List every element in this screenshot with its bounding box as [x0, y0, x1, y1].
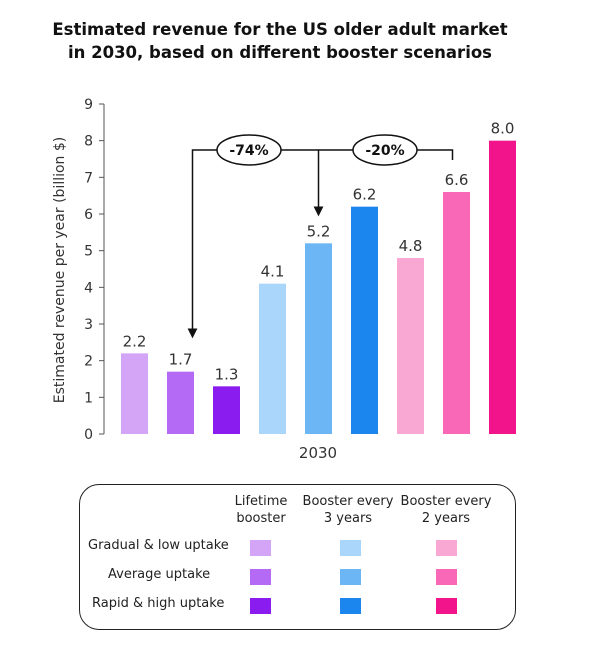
bar	[397, 258, 424, 434]
legend: Lifetime booster Booster every 3 years B…	[79, 484, 516, 630]
legend-col-lifetime-line1: Lifetime	[226, 493, 296, 510]
bar	[259, 284, 286, 434]
y-tick-label: 2	[84, 354, 93, 370]
y-axis: 0 1 2 3 4 5 6 7 8 9	[84, 97, 104, 443]
legend-col-2years-line1: Booster every	[396, 493, 496, 510]
legend-col-lifetime: Lifetime booster	[226, 493, 296, 527]
legend-swatch	[250, 569, 271, 585]
bar-value-label: 1.7	[169, 351, 193, 369]
annotation-74-label: -74%	[229, 143, 268, 159]
legend-col-2years: Booster every 2 years	[396, 493, 496, 527]
y-tick-label: 3	[84, 317, 93, 333]
y-tick-label: 5	[84, 244, 93, 260]
x-axis-label: 2030	[299, 444, 337, 462]
bar-value-label: 5.2	[307, 222, 331, 240]
legend-swatch	[340, 598, 361, 614]
y-tick-label: 9	[84, 97, 93, 113]
bar-value-label: 1.3	[215, 365, 239, 383]
legend-row-average: Average uptake	[108, 567, 210, 582]
y-tick-label: 7	[84, 170, 93, 186]
legend-swatch	[250, 598, 271, 614]
bar-value-label: 2.2	[123, 332, 147, 350]
legend-swatch	[340, 540, 361, 556]
bar	[305, 243, 332, 434]
legend-row-gradual: Gradual & low uptake	[88, 538, 229, 553]
legend-swatch	[436, 540, 457, 556]
bar-value-label: 6.2	[353, 186, 377, 204]
bar-value-label: 4.1	[261, 263, 285, 281]
annotation-20-label: -20%	[365, 143, 404, 159]
legend-swatch	[436, 598, 457, 614]
bar-value-label: 8.0	[491, 120, 515, 138]
y-tick-label: 0	[84, 427, 93, 443]
legend-swatch	[340, 569, 361, 585]
annotation-arrow-74	[193, 150, 319, 333]
bar-chart: 0 1 2 3 4 5 6 7 8 9 2.2 1.7 1.3 4.1 5.2 6.2 4.8 6.6 8.0 -…	[0, 0, 600, 480]
y-tick-label: 8	[84, 134, 93, 150]
legend-col-3years: Booster every 3 years	[298, 493, 398, 527]
y-axis-label: Estimated revenue per year (billion $)	[52, 137, 68, 404]
legend-swatch	[250, 540, 271, 556]
bar-value-label: 4.8	[399, 237, 423, 255]
legend-col-3years-line2: 3 years	[298, 510, 398, 527]
bar	[121, 353, 148, 434]
legend-row-rapid: Rapid & high uptake	[92, 596, 224, 611]
y-tick-label: 6	[84, 207, 93, 223]
y-tick-label: 1	[84, 390, 93, 406]
bar	[167, 372, 194, 434]
bar	[489, 141, 516, 434]
bar	[213, 386, 240, 434]
bar	[351, 207, 378, 434]
legend-col-2years-line2: 2 years	[396, 510, 496, 527]
y-tick-label: 4	[84, 280, 93, 296]
bar	[443, 192, 470, 434]
legend-col-lifetime-line2: booster	[226, 510, 296, 527]
bar-value-label: 6.6	[445, 171, 469, 189]
legend-col-3years-line1: Booster every	[298, 493, 398, 510]
legend-swatch	[436, 569, 457, 585]
